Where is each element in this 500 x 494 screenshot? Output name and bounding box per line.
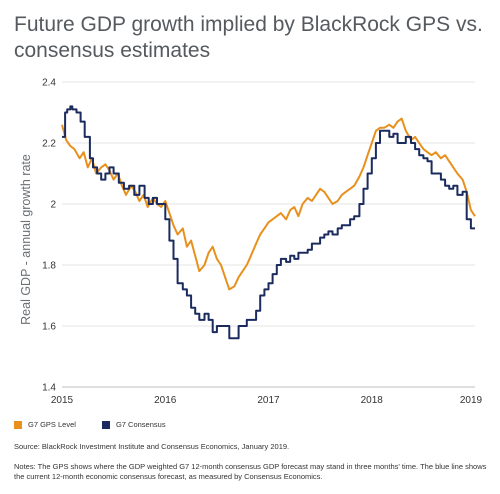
chart-area: 1.4 1.6 1.8 2 2.2 2.4 2015 2016 2017 2018 2019 Re… <box>19 78 483 407</box>
y-tick-label: 2.4 <box>42 78 56 89</box>
chart-title: Future GDP growth implied by BlackRock G… <box>14 13 483 62</box>
legend-item-gps: G7 GPS Level <box>14 420 76 429</box>
legend: G7 GPS Level G7 Consensus <box>14 420 192 429</box>
y-tick-label: 1.4 <box>42 383 56 394</box>
x-tick-label: 2016 <box>154 395 177 406</box>
series-line-consensus <box>62 105 475 340</box>
x-tick-label: 2018 <box>361 395 384 406</box>
y-axis-label: Real GDP - annual growth rate <box>19 154 33 325</box>
x-tick-label: 2019 <box>460 395 483 406</box>
legend-label-consensus: G7 Consensus <box>115 420 166 429</box>
y-tick-label: 2.2 <box>42 139 56 150</box>
legend-swatch-gps <box>14 420 22 429</box>
x-tick-label: 2015 <box>51 395 74 406</box>
y-tick-label: 1.6 <box>42 322 56 333</box>
legend-item-consensus: G7 Consensus <box>101 420 166 429</box>
legend-swatch-consensus <box>101 420 110 429</box>
notes-text: Notes: The GPS shows where the GDP weigh… <box>14 462 487 481</box>
legend-label-gps: G7 GPS Level <box>28 420 76 429</box>
source-note: Source: BlackRock Investment Institute a… <box>14 442 290 451</box>
x-tick-label: 2017 <box>257 395 280 406</box>
y-tick-label: 1.8 <box>42 261 56 272</box>
y-tick-label: 2 <box>50 200 56 211</box>
